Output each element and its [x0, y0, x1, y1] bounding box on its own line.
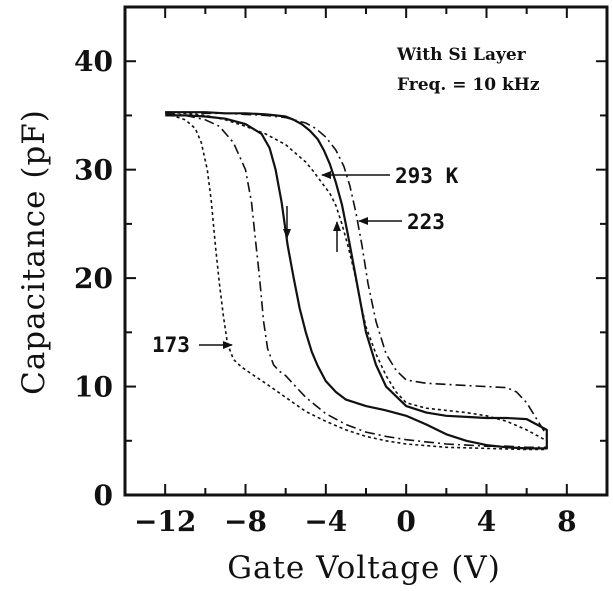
y-tick-label: 10: [74, 371, 113, 404]
annotation-layer: With Si Layer Freq. = 10 kHz 293 K 223 1…: [152, 45, 540, 357]
x-tick-label: −4: [304, 505, 347, 538]
y-tick-label: 30: [74, 154, 113, 187]
series-line-223: [165, 111, 548, 449]
annotation-with-si-layer: With Si Layer: [396, 45, 527, 65]
x-axis-title: Gate Voltage (V): [227, 550, 501, 586]
y-tick-label: 20: [74, 262, 113, 295]
axis-ticks: −12 −8 −4 0 4 8 0 10 20 30 40: [74, 6, 608, 538]
x-tick-label: −12: [134, 505, 196, 538]
series-layer: [164, 111, 548, 451]
y-tick-label: 0: [94, 479, 113, 512]
annotation-frequency: Freq. = 10 kHz: [397, 75, 540, 95]
y-tick-label: 40: [74, 45, 113, 78]
label-173: 173: [152, 333, 190, 357]
series-line-173: [164, 111, 548, 451]
label-293k: 293 K: [395, 164, 459, 188]
x-tick-label: 0: [396, 505, 415, 538]
x-tick-label: 8: [557, 505, 576, 538]
y-axis-title: Capacitance (pF): [16, 109, 52, 395]
label-223: 223: [407, 210, 445, 234]
series-line-293-k: [165, 111, 548, 450]
x-tick-label: −8: [224, 505, 267, 538]
x-tick-label: 4: [477, 505, 496, 538]
